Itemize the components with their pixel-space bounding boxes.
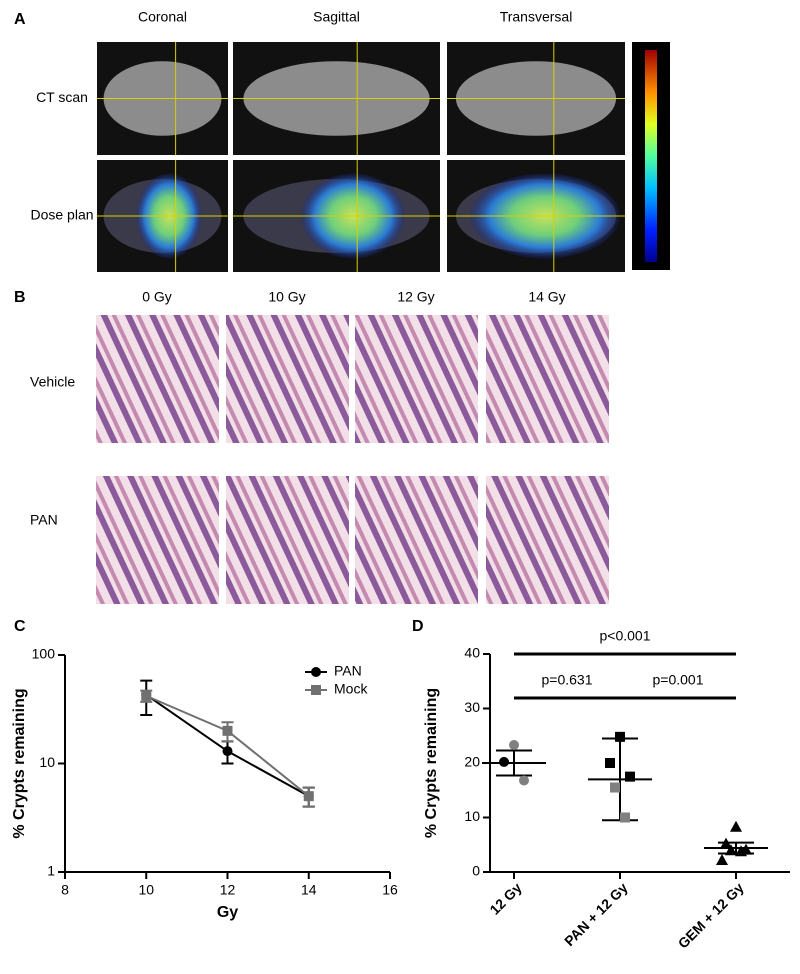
error-bar (496, 749, 532, 777)
colorbar-tick-label: 0 (662, 260, 666, 266)
colorbar-tick-label: 17 (662, 79, 669, 85)
marker (725, 844, 737, 856)
marker (716, 854, 728, 866)
legend-label: PAN (334, 663, 362, 679)
dose-image (233, 160, 440, 272)
ct-image (97, 42, 228, 155)
histology-image (355, 476, 478, 604)
x-tick-label: PAN + 12 Gy (561, 879, 631, 949)
marker (222, 725, 233, 736)
column-header: 14 Gy (528, 289, 565, 305)
x-tick-label: 10 (138, 882, 154, 898)
ct-image (233, 42, 440, 155)
y-tick-label: 0 (472, 863, 480, 879)
marker (620, 812, 630, 823)
p-value: p=0.631 (542, 672, 593, 688)
histology-image (96, 315, 219, 443)
marker (311, 685, 321, 695)
marker (303, 791, 314, 802)
y-tick-label: 10 (464, 808, 480, 824)
panel-label: A (14, 11, 26, 28)
histology-image (486, 315, 609, 443)
colorbar-tick-label: 7 (662, 185, 666, 191)
y-tick-label: 30 (464, 699, 480, 715)
marker (509, 740, 519, 751)
ct-image (447, 42, 625, 155)
colorbar (645, 50, 657, 262)
p-value: p=0.001 (653, 672, 704, 688)
histology-image (226, 476, 349, 604)
panel-label: D (412, 618, 424, 635)
colorbar-tick-label: 13 (662, 122, 669, 128)
row-label: Dose plan (30, 207, 93, 223)
marker (720, 837, 732, 849)
column-header: Sagittal (313, 9, 360, 25)
marker (730, 820, 742, 832)
marker (222, 746, 233, 757)
x-tick-label: 12 (220, 882, 236, 898)
marker (735, 845, 747, 857)
dose-image (97, 160, 228, 272)
dose-image (447, 160, 625, 272)
histology-image (96, 476, 219, 604)
column-header: 12 Gy (397, 289, 434, 305)
x-axis-label: Gy (217, 904, 238, 921)
marker (610, 782, 620, 793)
y-axis-label: % Crypts remaining (11, 688, 28, 838)
p-value: p<0.001 (600, 628, 651, 644)
marker (141, 690, 152, 701)
panel-label: C (14, 618, 26, 635)
histology-image (355, 315, 478, 443)
row-label: Vehicle (30, 374, 75, 390)
histology-image (486, 476, 609, 604)
colorbar-tick-label: 20 (662, 48, 669, 54)
column-header: 10 Gy (268, 289, 305, 305)
x-tick-label: 8 (61, 882, 69, 898)
colorbar-tick-label: 3 (662, 228, 666, 234)
x-tick-label: GEM + 12 Gy (675, 879, 747, 951)
y-tick-label: 40 (464, 645, 480, 661)
colorbar-tick-label: 10 (662, 154, 669, 160)
y-axis-label: % Crypts remaining (423, 688, 440, 838)
x-tick-label: 16 (382, 882, 398, 898)
y-tick-label: 100 (32, 646, 56, 662)
marker (625, 771, 635, 782)
y-tick-label: 1 (47, 863, 55, 879)
column-header: Coronal (138, 9, 187, 25)
x-tick-label: 12 Gy (486, 879, 524, 917)
marker (615, 731, 625, 742)
x-tick-label: 14 (301, 882, 317, 898)
marker (519, 775, 529, 786)
panel-label: B (14, 289, 26, 306)
row-label: PAN (30, 512, 58, 528)
marker (499, 756, 509, 767)
marker (605, 758, 615, 768)
marker (311, 667, 321, 677)
column-header: 0 Gy (142, 289, 172, 305)
y-tick-label: 20 (464, 754, 480, 770)
y-tick-label: 10 (39, 754, 55, 770)
row-label: CT scan (36, 89, 88, 105)
column-header: Transversal (500, 9, 573, 25)
histology-image (226, 315, 349, 443)
legend-label: Mock (334, 681, 368, 697)
